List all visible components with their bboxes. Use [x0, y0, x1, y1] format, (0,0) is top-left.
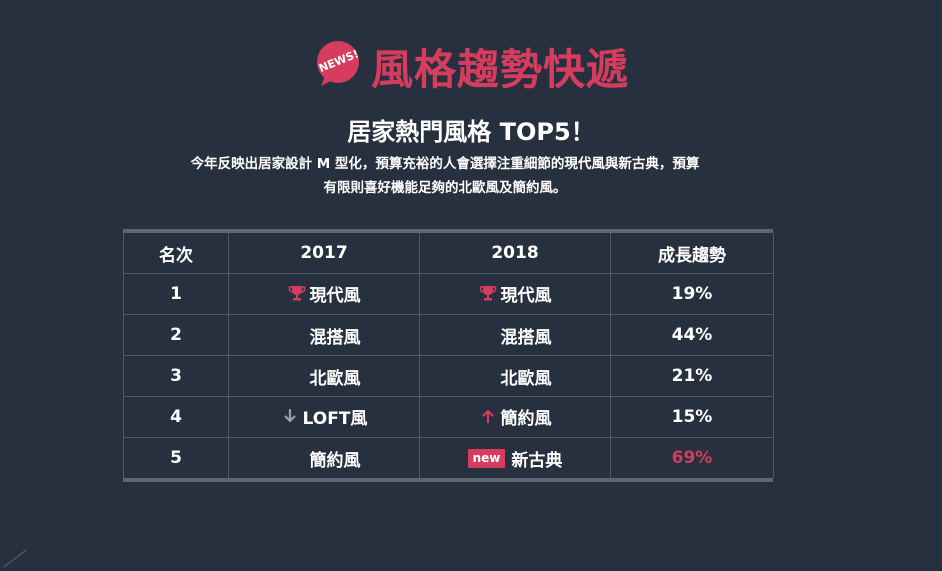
- trend-cell: 15%: [610, 396, 774, 438]
- trend-cell-highlight: 69%: [610, 437, 774, 478]
- style-2017-cell: 北歐風: [228, 355, 420, 397]
- style-name: 現代風: [500, 285, 552, 306]
- table-row: 4 LOFT風 簡約風 15%: [123, 396, 774, 438]
- style-name: 簡約風: [309, 450, 361, 471]
- decorative-line: [3, 549, 27, 568]
- style-2018-cell: 混搭風: [419, 314, 611, 356]
- style-name: LOFT風: [302, 408, 368, 429]
- table-row: 1 現代風 現代風 19%: [123, 273, 774, 315]
- description-line-2: 有限則喜好機能足夠的北歐風及簡約風。: [323, 180, 567, 196]
- news-badge-icon: NEWS!: [313, 40, 363, 88]
- style-name: 北歐風: [500, 368, 552, 389]
- style-name: 新古典: [511, 450, 563, 471]
- style-2017-cell: 簡約風: [228, 437, 420, 478]
- style-name: 簡約風: [500, 408, 552, 429]
- header: NEWS! 風格趨勢快遞: [0, 34, 942, 98]
- trend-cell: 21%: [610, 355, 774, 397]
- section-subtitle: 居家熱門風格 TOP5！: [347, 118, 595, 146]
- style-2017-cell: LOFT風: [228, 396, 420, 438]
- table-row: 5 簡約風 new 新古典 69%: [123, 437, 774, 478]
- arrow-down-icon: [283, 409, 296, 423]
- style-2018-cell: new 新古典: [419, 437, 611, 478]
- header-2018: 2018: [419, 233, 611, 274]
- trophy-icon: [288, 286, 305, 301]
- ranking-table: 名次 2017 2018 成長趨勢 1 現代風 現代風: [123, 229, 774, 482]
- style-2017-cell: 混搭風: [228, 314, 420, 356]
- table-header-row: 名次 2017 2018 成長趨勢: [123, 233, 774, 274]
- description: 今年反映出居家設計 M 型化，預算充裕的人會選擇注重細節的現代風與新古典，預算 …: [140, 152, 750, 200]
- header-rank: 名次: [123, 233, 229, 274]
- rank-cell: 2: [123, 314, 229, 356]
- new-tag: new: [467, 448, 506, 468]
- rank-cell: 3: [123, 355, 229, 397]
- header-trend: 成長趨勢: [610, 233, 774, 274]
- arrow-up-icon: [481, 410, 494, 424]
- style-name: 混搭風: [500, 327, 552, 348]
- trophy-icon: [479, 286, 496, 301]
- style-2018-cell: 簡約風: [419, 396, 611, 438]
- trend-cell: 44%: [610, 314, 774, 356]
- trend-cell: 19%: [610, 273, 774, 315]
- table-row: 3 北歐風 北歐風 21%: [123, 355, 774, 397]
- header-2017: 2017: [228, 233, 420, 274]
- style-2018-cell: 北歐風: [419, 355, 611, 397]
- style-2018-cell: 現代風: [419, 273, 611, 315]
- style-name: 混搭風: [309, 327, 361, 348]
- style-name: 現代風: [309, 285, 361, 306]
- rank-cell: 4: [123, 396, 229, 438]
- style-2017-cell: 現代風: [228, 273, 420, 315]
- rank-cell: 1: [123, 273, 229, 315]
- rank-cell: 5: [123, 437, 229, 478]
- table-row: 2 混搭風 混搭風 44%: [123, 314, 774, 356]
- style-name: 北歐風: [309, 368, 361, 389]
- page-title: 風格趨勢快遞: [370, 44, 629, 94]
- description-line-1: 今年反映出居家設計 M 型化，預算充裕的人會選擇注重細節的現代風與新古典，預算: [190, 156, 700, 172]
